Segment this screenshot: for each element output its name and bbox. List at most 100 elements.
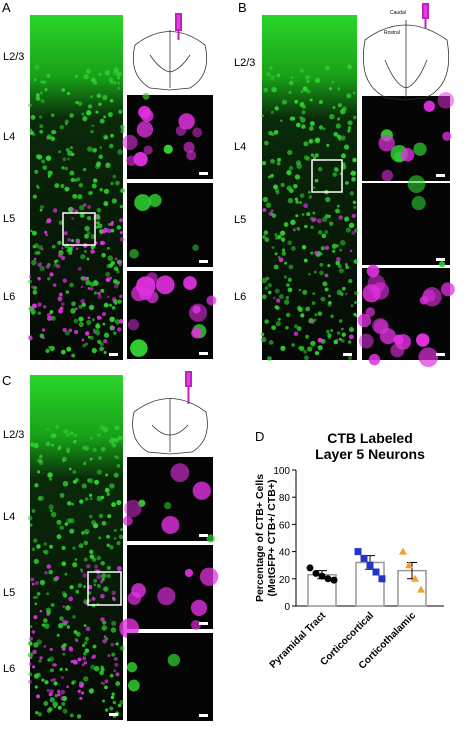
cell xyxy=(324,287,329,292)
cell xyxy=(206,295,217,306)
cell xyxy=(62,278,68,283)
cell xyxy=(32,194,38,199)
cell xyxy=(93,147,98,152)
cell xyxy=(47,472,53,478)
cell xyxy=(34,251,39,256)
cell xyxy=(87,335,91,339)
cell xyxy=(337,103,342,108)
cell xyxy=(79,683,84,688)
cell xyxy=(345,265,349,270)
cell xyxy=(31,582,35,586)
layer-label: L2/3 xyxy=(3,51,24,63)
cell xyxy=(62,708,68,714)
cell xyxy=(312,211,316,215)
cell xyxy=(273,264,279,270)
cell xyxy=(101,446,106,452)
cell xyxy=(92,328,96,332)
cell xyxy=(68,596,74,602)
cell xyxy=(103,188,110,194)
cell xyxy=(100,560,105,566)
scale-bar xyxy=(109,713,118,716)
cell xyxy=(106,492,110,496)
cell xyxy=(130,339,148,357)
cell xyxy=(46,613,50,617)
cell xyxy=(339,248,343,252)
cell xyxy=(331,243,338,249)
cell xyxy=(116,566,122,572)
cell xyxy=(60,696,65,701)
cell xyxy=(35,581,39,585)
cell xyxy=(86,478,91,482)
cell xyxy=(69,713,74,718)
cell xyxy=(31,285,35,289)
cell xyxy=(314,137,321,144)
cell xyxy=(47,658,51,662)
cell xyxy=(282,99,288,105)
cell xyxy=(333,132,339,137)
cell xyxy=(336,331,341,335)
cell xyxy=(81,112,85,116)
cell xyxy=(91,183,97,189)
cell xyxy=(70,207,75,212)
cell xyxy=(39,454,43,459)
cell xyxy=(286,185,292,191)
cell xyxy=(351,177,356,182)
cell xyxy=(267,175,271,179)
cell xyxy=(65,290,70,294)
cell xyxy=(300,313,305,318)
cell xyxy=(92,447,97,453)
cell xyxy=(115,642,119,646)
cell xyxy=(34,483,39,488)
cell xyxy=(112,80,117,85)
cell xyxy=(39,205,45,210)
cell xyxy=(53,681,58,686)
cell xyxy=(33,615,38,620)
cell xyxy=(33,243,40,249)
cell xyxy=(269,74,275,81)
cell xyxy=(72,480,76,484)
cell xyxy=(103,635,107,638)
cell xyxy=(35,154,41,159)
cell xyxy=(61,456,67,462)
cell xyxy=(83,652,87,656)
cell xyxy=(261,277,267,284)
cell xyxy=(104,487,110,493)
cell xyxy=(44,230,48,234)
cell xyxy=(79,696,83,700)
cell xyxy=(310,153,315,157)
panel-label: A xyxy=(2,0,11,15)
cell xyxy=(100,617,105,622)
cell xyxy=(175,125,187,137)
cell xyxy=(99,118,105,124)
cell xyxy=(336,257,341,262)
cell xyxy=(341,106,347,112)
micrograph xyxy=(30,375,123,720)
cell xyxy=(69,113,74,118)
layer-label: L5 xyxy=(3,213,15,225)
cell xyxy=(43,700,49,706)
cell xyxy=(305,334,310,339)
cell xyxy=(82,656,87,661)
cell xyxy=(49,477,52,481)
layer-label: L4 xyxy=(234,141,246,153)
cell xyxy=(312,156,317,160)
cell xyxy=(103,339,108,344)
cell xyxy=(28,335,33,341)
cell xyxy=(72,562,78,568)
cell xyxy=(261,234,266,239)
scale-bar xyxy=(109,353,118,356)
panel-label: B xyxy=(238,0,247,15)
cell xyxy=(69,170,75,176)
cell xyxy=(354,228,359,233)
cell xyxy=(34,602,38,606)
cell xyxy=(78,204,85,211)
cell xyxy=(43,618,48,623)
cell xyxy=(326,329,330,334)
cell xyxy=(96,583,101,589)
cell xyxy=(437,92,455,109)
cell xyxy=(37,712,42,717)
cell xyxy=(91,77,96,83)
cell xyxy=(111,198,117,204)
scale-bar xyxy=(199,622,208,625)
cell xyxy=(72,679,77,684)
